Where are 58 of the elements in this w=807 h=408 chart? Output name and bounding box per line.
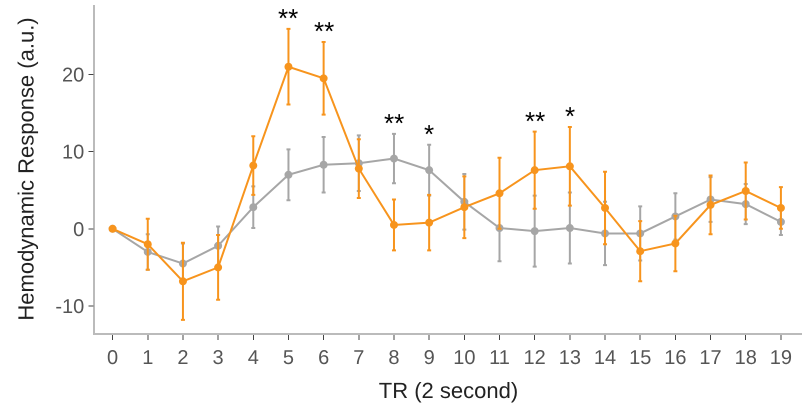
point [566, 162, 574, 170]
y-tick-label: 10 [62, 142, 84, 164]
point [320, 74, 328, 82]
point [742, 187, 750, 195]
x-tick-label: 14 [594, 346, 616, 369]
x-tick-label: 1 [142, 346, 154, 369]
point [636, 247, 644, 256]
point [144, 240, 152, 248]
x-tick-label: 19 [770, 346, 792, 369]
x-tick-label: 9 [424, 346, 435, 369]
x-tick-label: 6 [318, 346, 330, 369]
point [566, 224, 574, 232]
x-tick-label: 12 [524, 346, 546, 369]
annotation: ** [314, 16, 334, 46]
x-tick-label: 17 [699, 346, 722, 369]
x-axis-title: TR (2 second) [378, 378, 518, 404]
x-tick-label: 16 [664, 346, 686, 369]
x-tick-label: 15 [629, 346, 652, 369]
x-tick-label: 7 [353, 346, 364, 369]
y-tick-label: 0 [73, 218, 84, 241]
point [776, 204, 785, 212]
annotation: * [424, 119, 434, 149]
point [249, 162, 258, 170]
point [249, 203, 258, 212]
point [601, 204, 610, 212]
x-tick-label: 2 [177, 346, 189, 369]
x-tick-label: 11 [489, 346, 510, 369]
annotation: ** [525, 106, 546, 136]
point [390, 220, 398, 229]
y-axis-title: Hemodynamic Response (a.u.) [14, 17, 39, 321]
x-tick-label: 4 [248, 346, 259, 369]
x-tick-label: 3 [212, 346, 224, 369]
point [178, 277, 187, 286]
x-tick-label: 5 [282, 346, 294, 369]
y-tick-label: -10 [55, 296, 84, 318]
point [530, 166, 539, 174]
annotation: ** [384, 108, 404, 138]
point [496, 189, 504, 198]
point [460, 203, 468, 212]
point [390, 154, 398, 163]
point [284, 170, 292, 179]
x-tick-label: 0 [107, 346, 118, 369]
point [530, 227, 539, 236]
x-tick-label: 13 [558, 346, 581, 369]
y-tick-label: 20 [62, 64, 84, 86]
point [425, 166, 434, 174]
x-tick-label: 8 [388, 346, 400, 369]
point [671, 239, 680, 248]
annotation: ** [278, 3, 298, 33]
x-tick-label: 18 [734, 346, 757, 369]
x-tick-label: 10 [453, 346, 476, 369]
point [320, 160, 328, 169]
annotation: * [565, 101, 576, 131]
point [425, 218, 434, 227]
point [706, 200, 715, 209]
point [284, 62, 292, 71]
point [214, 263, 222, 272]
point [354, 164, 363, 173]
